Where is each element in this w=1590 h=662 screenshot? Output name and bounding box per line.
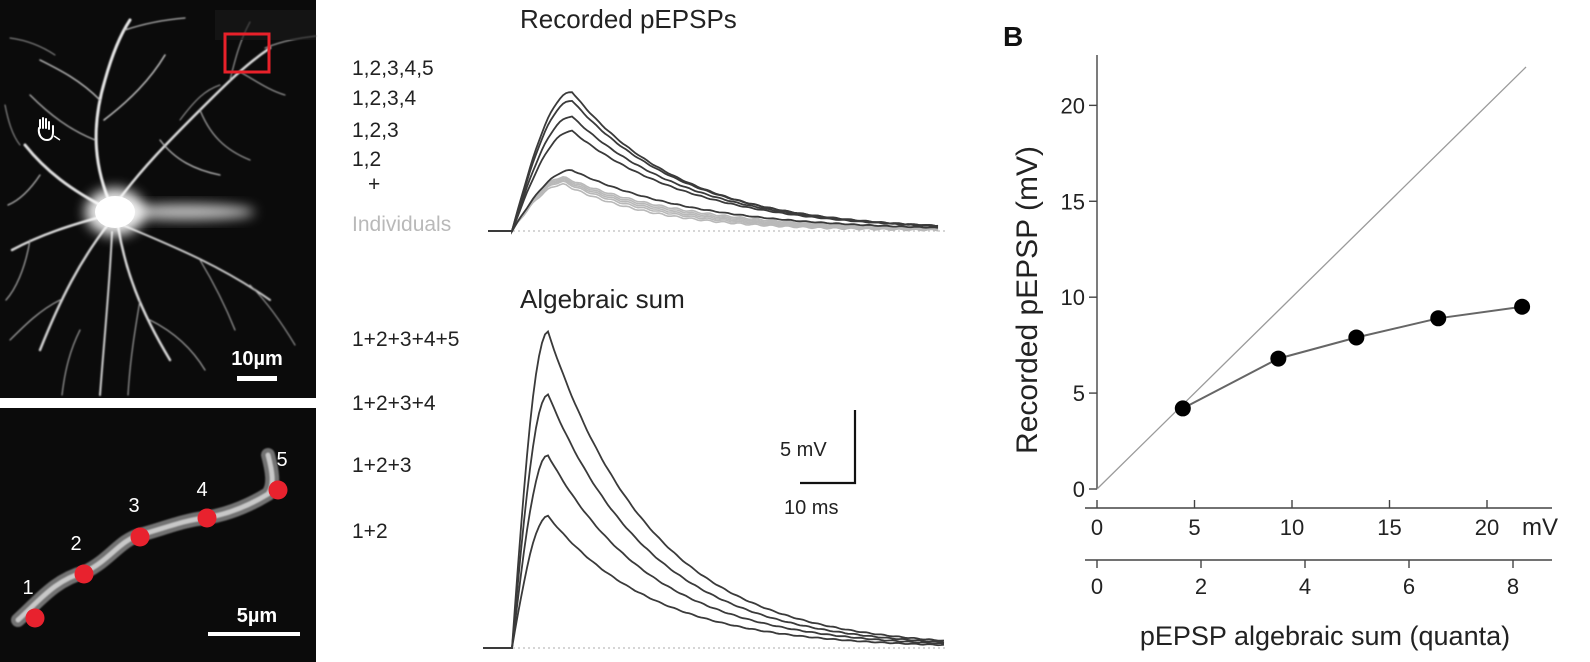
recorded-label: 1,2,3 <box>352 119 399 142</box>
data-point <box>1348 329 1365 346</box>
individuals-label: Individuals <box>352 213 451 236</box>
sum-trace <box>483 392 945 649</box>
recorded-trace <box>488 169 939 235</box>
stim-site-4 <box>197 508 217 528</box>
y-tick-label: 15 <box>1061 189 1085 214</box>
x-mv-tick-label: 5 <box>1188 515 1200 540</box>
recorded-label: 1,2,3,4,5 <box>352 57 434 80</box>
sum-label: 1+2+3+4 <box>352 392 436 415</box>
stim-site-2 <box>74 564 94 584</box>
stim-site-3 <box>130 527 150 547</box>
sum-label: 1+2+3+4+5 <box>352 328 459 351</box>
x-quanta-tick-label: 0 <box>1091 574 1103 599</box>
x-mv-unit-label: mV <box>1522 514 1558 541</box>
sum-trace <box>483 329 945 649</box>
y-tick-label: 10 <box>1061 285 1085 310</box>
stim-site-1 <box>25 608 45 628</box>
y-tick-label: 0 <box>1073 477 1085 502</box>
x-mv-tick-label: 10 <box>1280 515 1304 540</box>
identity-line <box>1096 66 1527 490</box>
data-point <box>1174 400 1191 417</box>
stim-site-label: 3 <box>128 495 139 517</box>
sum-label: 1+2 <box>352 520 388 543</box>
panel-b-chart: B Recorded pEPSP (mV) pEPSP algebraic su… <box>1003 21 1558 651</box>
stim-site-5 <box>268 480 288 500</box>
scale-bar-label-top: 10µm <box>231 348 283 370</box>
dendrite-micrograph: 1 2 3 4 5 5µm <box>0 408 316 662</box>
x-quanta-tick-label: 6 <box>1403 574 1415 599</box>
recorded-trace <box>488 129 939 232</box>
neuron-micrograph: 10µm <box>0 0 317 398</box>
scale-bar-label-bottom: 5µm <box>237 605 277 627</box>
data-point <box>1430 310 1447 327</box>
roi-box <box>223 32 271 74</box>
scale-bar-bottom <box>208 632 300 636</box>
stim-site-label: 5 <box>276 449 287 471</box>
scale-bar-top <box>237 376 277 381</box>
individual-trace <box>488 178 939 232</box>
x-mv-tick-label: 20 <box>1475 515 1499 540</box>
stim-site-label: 1 <box>22 577 33 599</box>
stim-site-label: 2 <box>70 533 81 555</box>
sum-title: Algebraic sum <box>520 284 685 314</box>
trace-scale-bar <box>800 410 857 485</box>
sum-label: 1+2+3 <box>352 454 412 477</box>
individual-trace <box>488 180 939 235</box>
x-axis-title: pEPSP algebraic sum (quanta) <box>1140 621 1510 651</box>
recorded-label: 1,2,3,4 <box>352 87 417 110</box>
recorded-label: + <box>368 173 380 196</box>
scale-mv-label: 5 mV <box>780 439 827 461</box>
x-mv-tick-label: 15 <box>1377 515 1401 540</box>
y-axis-title: Recorded pEPSP (mV) <box>1011 146 1044 454</box>
trace-panel: Recorded pEPSPs 1,2,3,4,5 1,2,3,4 1,2,3 1,2… <box>352 4 945 649</box>
x-mv-tick-label: 0 <box>1091 515 1103 540</box>
recorded-label: 1,2 <box>352 148 381 171</box>
y-tick-label: 5 <box>1073 381 1085 406</box>
recorded-title: Recorded pEPSPs <box>520 4 737 34</box>
sum-trace <box>483 514 945 649</box>
x-quanta-tick-label: 2 <box>1195 574 1207 599</box>
stim-site-label: 4 <box>196 479 207 501</box>
y-tick-label: 20 <box>1061 93 1085 118</box>
hand-cursor-icon[interactable] <box>37 117 61 142</box>
sum-trace <box>483 454 945 649</box>
x-quanta-tick-label: 8 <box>1507 574 1519 599</box>
panel-b-label: B <box>1003 21 1023 52</box>
scale-ms-label: 10 ms <box>784 497 838 519</box>
x-quanta-tick-label: 4 <box>1299 574 1311 599</box>
data-line <box>1182 305 1523 410</box>
data-point <box>1514 298 1531 315</box>
data-point <box>1270 350 1287 367</box>
